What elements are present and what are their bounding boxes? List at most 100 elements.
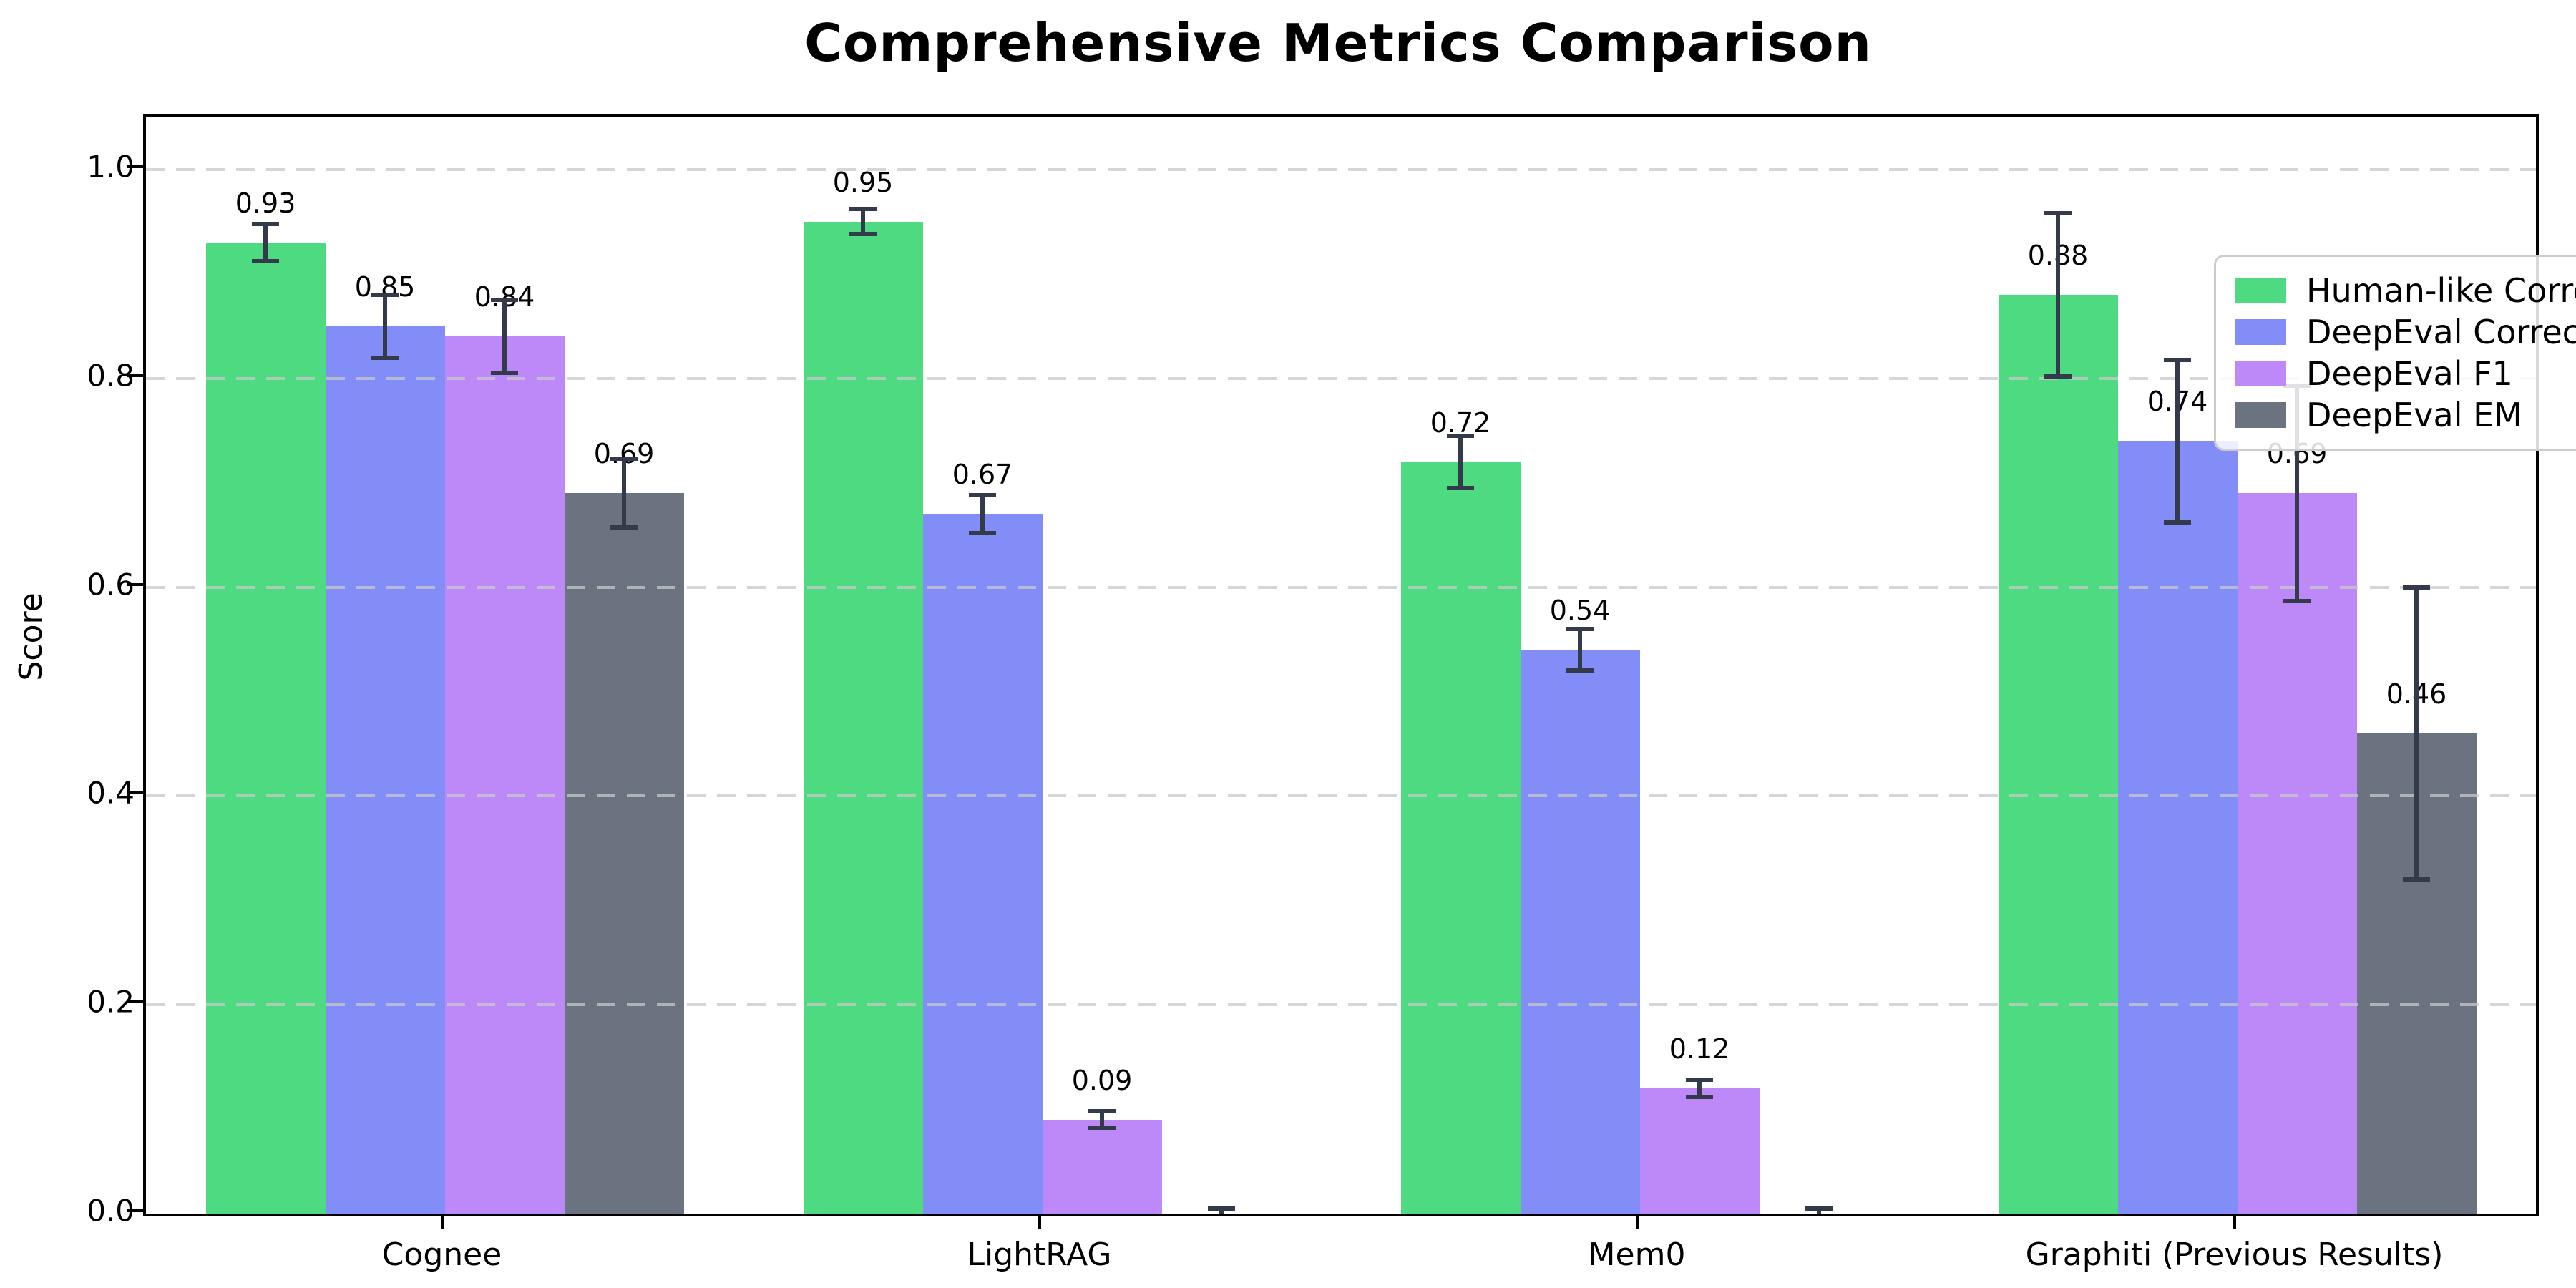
error-bar-cap-top [2164,357,2191,362]
x-tick-label-1: Cognee [381,1236,502,1273]
x-tick-mark [2233,1214,2236,1229]
legend-label: DeepEval Correctness [2306,313,2576,351]
bar [1639,1088,1760,1214]
y-tick-mark [127,582,143,586]
bar [2237,493,2357,1214]
x-tick-label-2: LightRAG [967,1236,1112,1273]
error-bar [263,223,268,262]
x-tick-label-3: Mem0 [1588,1236,1686,1273]
error-bar [2175,359,2180,523]
y-tick-mark [127,374,143,377]
error-bar [2056,213,2060,376]
bar-value-label: 0.12 [1669,1033,1730,1065]
legend-swatch-icon [2235,402,2286,428]
y-tick-label: 0.6 [87,567,135,602]
error-bar-cap-bottom [371,355,399,360]
error-bar-cap-top [1805,1206,1833,1211]
gridline-0.4 [146,794,2536,798]
error-bar-cap-bottom [2164,520,2191,525]
legend: Human-like CorrectnessDeepEval Correctne… [2214,255,2576,451]
legend-row: DeepEval Correctness [2235,311,2576,353]
gridline-0.6 [146,585,2536,589]
y-tick-label: 0.2 [87,984,135,1020]
error-bar [980,495,985,533]
bar [564,493,684,1214]
legend-label: DeepEval EM [2306,396,2522,434]
error-bar-cap-top [252,221,279,226]
error-bar-cap-bottom [252,259,279,264]
bar [1520,650,1640,1214]
bar [922,514,1043,1214]
error-bar [1219,1208,1224,1214]
error-bar-cap-bottom [2044,374,2072,379]
error-bar-cap-bottom [1566,668,1594,673]
error-bar-cap-top [2403,585,2430,590]
error-bar-cap-bottom [969,530,996,535]
error-bar-cap-top [849,207,877,212]
y-tick-mark [127,1000,143,1004]
chart-title: Comprehensive Metrics Comparison [804,13,1872,73]
legend-row: DeepEval F1 [2235,353,2576,394]
error-bar-cap-top [610,457,638,462]
error-bar-cap-bottom [1686,1094,1713,1099]
error-bar [2295,385,2299,601]
error-bar-cap-bottom [849,232,877,237]
error-bar [383,295,387,358]
y-tick-mark [127,165,143,168]
error-bar-cap-top [1088,1109,1116,1114]
error-bar-cap-bottom [1447,485,1474,490]
error-bar [2414,587,2419,880]
error-bar-cap-top [371,293,399,298]
x-tick-mark [440,1214,444,1229]
gridline-0.8 [146,376,2536,380]
y-tick-label: 0.8 [87,358,135,394]
bar [1400,462,1521,1214]
error-bar-cap-top [1686,1078,1713,1083]
legend-swatch-icon [2235,361,2286,386]
error-bar-cap-top [1208,1206,1235,1211]
error-bar [1100,1111,1104,1128]
bar-value-label: 0.54 [1549,595,1611,627]
error-bar-cap-top [1566,626,1594,631]
y-tick-mark [127,791,143,795]
error-bar-cap-top [2044,211,2072,216]
bar-value-label: 0.67 [952,459,1013,491]
legend-row: Human-like Correctness [2235,270,2576,311]
x-tick-mark [1038,1214,1041,1229]
bar-value-label: 0.72 [1430,406,1491,439]
error-bar [622,459,626,528]
gridline-1 [146,167,2536,171]
y-axis-label: Score [13,592,50,681]
error-bar-cap-bottom [491,371,518,376]
legend-label: Human-like Correctness [2306,271,2576,310]
error-bar [502,300,507,374]
y-tick-label: 1.0 [87,149,135,185]
bar-value-label: 0.93 [235,187,296,220]
error-bar-cap-bottom [610,525,638,530]
y-tick-mark [127,1209,143,1212]
error-bar-cap-bottom [2283,598,2311,603]
plot-area: Human-like CorrectnessDeepEval Correctne… [143,114,2576,1216]
error-bar [1458,436,1463,488]
y-tick-label: 0.4 [87,775,135,811]
error-bar [861,209,865,235]
bar [444,336,565,1214]
legend-row: DeepEval EM [2235,394,2576,436]
bar [205,243,326,1214]
bar-value-label: 0.95 [832,166,894,198]
legend-label: DeepEval F1 [2306,354,2513,393]
x-tick-mark [1635,1214,1639,1229]
bar [325,326,445,1214]
gridline-0.2 [146,1003,2536,1007]
error-bar-cap-bottom [1088,1126,1116,1131]
bar [2117,441,2238,1214]
bar [1042,1119,1162,1214]
bar-value-label: 0.09 [1071,1064,1133,1096]
error-bar-cap-top [969,493,996,498]
y-tick-label: 0.0 [87,1193,135,1229]
error-bar [1817,1208,1821,1214]
legend-swatch-icon [2235,278,2286,303]
legend-swatch-icon [2235,319,2286,345]
bar [803,221,923,1214]
